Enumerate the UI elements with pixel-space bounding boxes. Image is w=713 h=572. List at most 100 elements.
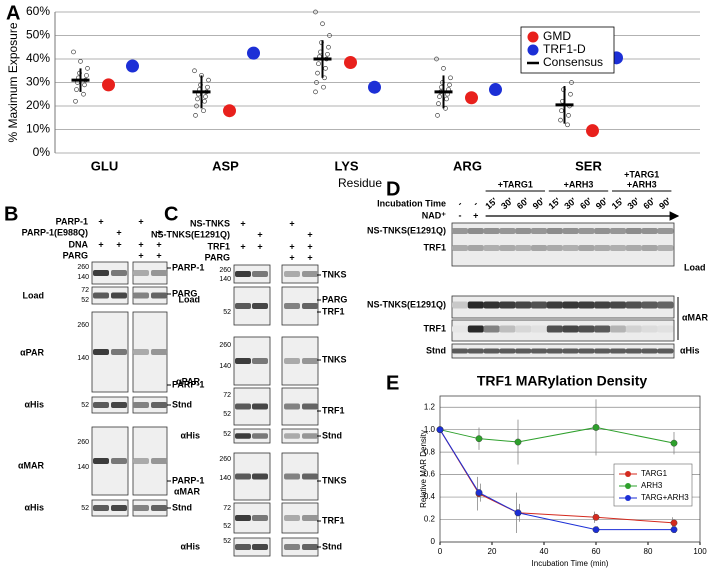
group-label: +TARG1 bbox=[624, 169, 659, 179]
band bbox=[235, 358, 251, 364]
y-tick-label: 10% bbox=[26, 122, 50, 136]
band bbox=[499, 325, 516, 333]
x-tick-label: SER bbox=[575, 158, 602, 173]
band bbox=[284, 358, 300, 364]
row-label: Stnd bbox=[426, 345, 446, 355]
band bbox=[546, 228, 563, 234]
band-label: PARP-1 bbox=[172, 379, 204, 389]
data-point bbox=[436, 101, 441, 107]
mw-marker: 260 bbox=[77, 264, 89, 271]
mw-marker: 52 bbox=[223, 411, 231, 418]
band bbox=[133, 458, 149, 464]
data-point bbox=[565, 122, 570, 128]
plot-frame bbox=[439, 395, 701, 543]
band bbox=[594, 245, 611, 251]
band bbox=[610, 228, 626, 234]
band bbox=[467, 228, 484, 234]
data-point bbox=[313, 89, 318, 95]
band bbox=[151, 505, 167, 511]
legend-marker bbox=[625, 483, 631, 489]
data-point bbox=[475, 489, 483, 496]
condition-label: TRF1 bbox=[208, 241, 231, 251]
legend-label: TARG1 bbox=[641, 469, 668, 478]
blot bbox=[91, 261, 129, 285]
band bbox=[641, 301, 658, 309]
band-label: Stnd bbox=[172, 502, 192, 512]
antibody-label: Load bbox=[179, 294, 201, 304]
data-point bbox=[444, 96, 449, 102]
x-tick-label: 40 bbox=[540, 547, 549, 556]
band bbox=[625, 245, 642, 251]
time-value: 90' bbox=[594, 196, 610, 211]
band bbox=[133, 270, 149, 276]
time-value: 90' bbox=[657, 196, 673, 211]
mw-marker: 140 bbox=[77, 274, 89, 281]
mw-marker: 260 bbox=[77, 322, 89, 329]
data-point bbox=[475, 435, 483, 443]
mw-marker: 52 bbox=[223, 309, 231, 316]
mw-marker: 260 bbox=[219, 456, 231, 463]
data-point bbox=[447, 82, 452, 88]
y-tick-label: 0% bbox=[33, 145, 51, 159]
band bbox=[657, 228, 674, 234]
condition-sign: + bbox=[156, 239, 161, 249]
y-tick-label: 0 bbox=[431, 537, 436, 546]
time-value: - bbox=[455, 199, 464, 209]
data-point bbox=[434, 56, 439, 62]
band bbox=[499, 228, 516, 234]
band bbox=[252, 544, 268, 550]
band bbox=[641, 245, 658, 251]
data-point bbox=[569, 80, 574, 85]
condition-sign: + bbox=[116, 227, 121, 237]
row-label: TRF1 bbox=[424, 242, 447, 252]
band bbox=[151, 292, 167, 299]
data-point bbox=[194, 103, 199, 109]
data-point bbox=[195, 96, 200, 102]
y-tick-label: 0.6 bbox=[424, 470, 436, 479]
band bbox=[302, 403, 318, 410]
band bbox=[578, 348, 595, 354]
band bbox=[151, 349, 167, 355]
band bbox=[133, 402, 149, 408]
condition-label: NS-TNKS(E1291Q) bbox=[151, 229, 230, 239]
data-point bbox=[315, 70, 320, 76]
time-value: - bbox=[471, 199, 480, 209]
band bbox=[578, 245, 595, 251]
x-tick-label: 100 bbox=[693, 547, 707, 556]
condition-sign: + bbox=[240, 241, 245, 251]
band bbox=[111, 402, 127, 408]
band bbox=[252, 403, 268, 410]
band bbox=[641, 348, 658, 354]
band bbox=[515, 325, 532, 333]
x-axis-label: Residue bbox=[338, 176, 382, 190]
data-point bbox=[514, 438, 522, 446]
data-point bbox=[327, 33, 332, 38]
dot bbox=[102, 78, 115, 92]
data-point bbox=[558, 117, 563, 123]
band bbox=[111, 458, 127, 464]
band bbox=[467, 348, 484, 354]
band bbox=[578, 325, 595, 333]
band-label: PARP-1 bbox=[172, 475, 204, 485]
band bbox=[546, 325, 563, 333]
condition-sign: + bbox=[289, 241, 294, 251]
data-point bbox=[514, 509, 522, 517]
antibody-label: Load bbox=[684, 262, 706, 272]
band bbox=[594, 348, 611, 354]
band bbox=[657, 301, 674, 309]
band bbox=[467, 245, 484, 251]
data-point bbox=[670, 439, 678, 447]
mw-marker: 140 bbox=[219, 363, 231, 370]
nad-value: - bbox=[459, 210, 462, 220]
dot bbox=[586, 124, 599, 138]
y-axis-label: % Maximum Exposure bbox=[6, 22, 20, 142]
y-tick-label: 40% bbox=[26, 51, 50, 65]
x-tick-label: 80 bbox=[644, 547, 653, 556]
band bbox=[515, 228, 532, 234]
time-value: 60' bbox=[578, 196, 594, 211]
chart-title: TRF1 MARylation Density bbox=[477, 373, 648, 389]
dot bbox=[223, 104, 236, 118]
dot bbox=[247, 46, 260, 60]
y-axis-label: Relative MAR Density bbox=[419, 430, 428, 508]
band bbox=[235, 303, 251, 309]
